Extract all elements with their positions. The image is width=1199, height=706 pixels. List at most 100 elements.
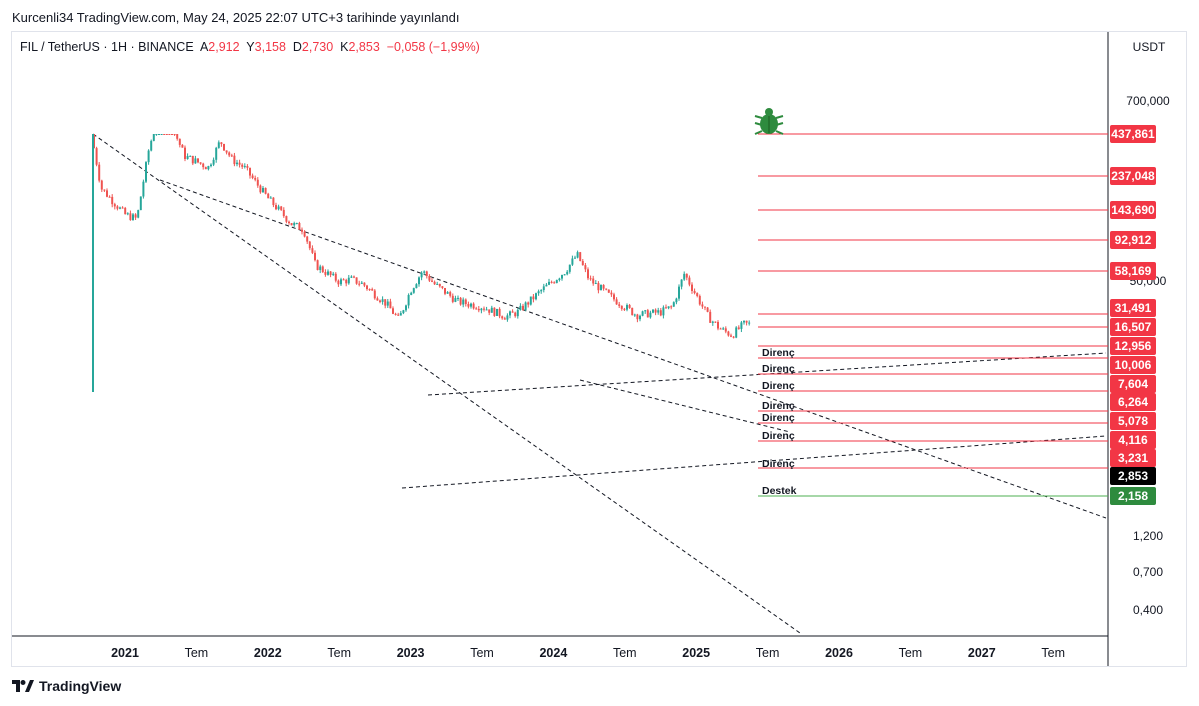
trend-line xyxy=(579,379,791,433)
candle-body xyxy=(436,283,439,285)
level-badge xyxy=(1110,412,1156,430)
candle-body xyxy=(449,292,452,296)
candle-body xyxy=(485,309,488,311)
candle-body xyxy=(290,223,293,226)
resistance-label: Direnç xyxy=(762,458,795,470)
level-badge-value: 2,158 xyxy=(1118,489,1148,503)
candle-body xyxy=(264,187,267,194)
x-tick-label: Tem xyxy=(756,646,780,660)
candle-body xyxy=(269,197,272,199)
resistance-label: Direnç xyxy=(762,347,795,359)
symbol-name[interactable]: FIL / TetherUS · 1H · BINANCE xyxy=(20,40,194,54)
candle-body xyxy=(714,321,717,323)
candle-body xyxy=(145,162,147,182)
bug-icon-leg xyxy=(775,115,784,119)
candle-body xyxy=(163,134,166,135)
level-badge-value: 92,912 xyxy=(1115,233,1152,247)
candle-body xyxy=(176,134,179,139)
bug-icon-leg xyxy=(754,115,763,119)
candle-body xyxy=(238,162,241,165)
candle-body xyxy=(540,290,543,292)
candle-body xyxy=(405,305,407,311)
candle-body xyxy=(626,305,628,310)
candle-body xyxy=(184,147,186,159)
candle-body xyxy=(441,286,444,288)
candle-body xyxy=(259,185,262,193)
candle-body xyxy=(321,266,324,273)
current-price-value: 2,853 xyxy=(1118,469,1148,483)
candle-body xyxy=(366,285,368,290)
candle-body xyxy=(704,306,706,308)
candle-body xyxy=(483,308,485,310)
candle-body xyxy=(173,134,176,135)
candle-body xyxy=(308,241,311,249)
open-label: A xyxy=(199,40,209,54)
candle-body xyxy=(113,204,116,207)
open-value: 2,912 xyxy=(208,40,240,54)
candle-body xyxy=(615,299,618,305)
bug-icon-head xyxy=(765,108,773,116)
support-label: Destek xyxy=(762,485,797,497)
bug-icon-leg xyxy=(754,122,763,126)
candle-body xyxy=(121,207,124,209)
currency-label[interactable]: USDT xyxy=(1132,40,1166,54)
candle-body xyxy=(428,276,431,281)
high-value: 3,158 xyxy=(254,40,286,54)
change-value: −0,058 (−1,99%) xyxy=(386,40,480,54)
low-label: D xyxy=(292,40,302,54)
candle-body xyxy=(501,316,504,319)
level-badge-value: 16,507 xyxy=(1115,320,1152,334)
resistance-label: Direnç xyxy=(762,380,795,392)
x-tick-label: Tem xyxy=(327,646,351,660)
candle-body xyxy=(215,147,218,160)
candle-body xyxy=(706,307,709,312)
candle-body xyxy=(732,336,735,338)
candle-body xyxy=(498,308,501,317)
candle-body xyxy=(168,134,171,135)
current-price-badge xyxy=(1110,467,1156,485)
level-badge xyxy=(1110,201,1156,219)
candle-body xyxy=(345,279,348,284)
candle-body xyxy=(618,304,621,306)
brand-name: TradingView xyxy=(39,678,122,694)
x-tick-label: Tem xyxy=(185,646,209,660)
candle-body xyxy=(368,289,371,291)
candle-body xyxy=(207,166,210,170)
candle-body xyxy=(459,297,462,305)
candle-body xyxy=(631,307,634,316)
candle-body xyxy=(340,279,342,285)
tradingview-logo-icon xyxy=(12,680,34,692)
candle-body xyxy=(389,301,392,309)
level-badge-value: 10,006 xyxy=(1115,358,1152,372)
candle-body xyxy=(454,298,457,302)
candle-body xyxy=(545,284,548,287)
candle-body xyxy=(675,298,678,303)
x-tick-label: Tem xyxy=(1041,646,1065,660)
candle-body xyxy=(579,252,582,261)
candle-body xyxy=(124,207,127,215)
price-tick-label: 1,200 xyxy=(1133,529,1163,543)
candle-body xyxy=(722,328,725,330)
bug-icon-leg xyxy=(754,130,763,135)
candle-body xyxy=(254,177,257,180)
trend-line xyxy=(401,435,1107,489)
candle-body xyxy=(665,307,667,309)
candle-body xyxy=(600,285,602,291)
candle-body xyxy=(98,164,101,181)
candle-body xyxy=(644,310,647,312)
candle-body xyxy=(394,313,397,315)
candle-body xyxy=(670,306,673,308)
candle-body xyxy=(139,196,142,211)
candle-body xyxy=(402,310,405,314)
candle-body xyxy=(743,320,745,323)
candle-body xyxy=(158,134,160,135)
candle-body xyxy=(280,206,283,210)
candle-body xyxy=(392,308,394,314)
candle-body xyxy=(319,266,322,270)
candle-body xyxy=(399,313,402,316)
candle-body xyxy=(386,301,389,306)
candle-body xyxy=(353,276,355,278)
candle-body xyxy=(423,271,426,273)
candle-body xyxy=(719,328,722,330)
